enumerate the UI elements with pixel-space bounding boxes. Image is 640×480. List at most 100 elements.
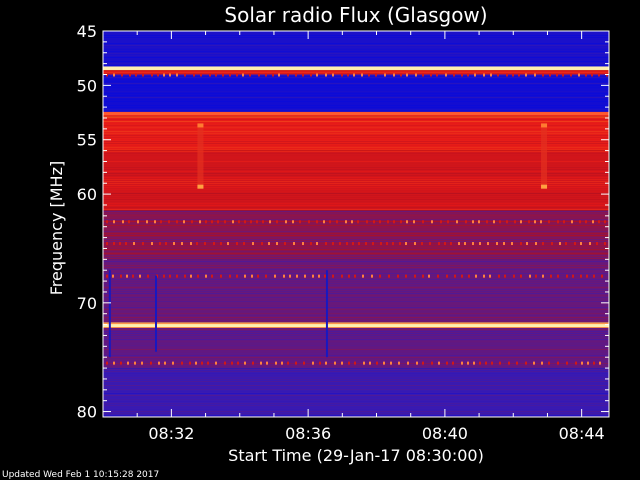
texture-row [103, 403, 609, 404]
texture-row [103, 77, 609, 78]
texture-row [103, 179, 609, 180]
texture-row [103, 197, 609, 198]
speckle [341, 73, 343, 77]
speckle [141, 361, 143, 365]
speckle [599, 361, 601, 365]
speckle [257, 274, 259, 278]
texture-row [103, 101, 609, 102]
speckle [296, 274, 298, 278]
speckle [237, 361, 239, 365]
speckle [147, 274, 149, 278]
texture-row [103, 301, 609, 302]
texture-row [103, 61, 609, 62]
speckle [292, 220, 294, 224]
speckle [579, 220, 581, 224]
speckle [119, 242, 121, 246]
texture-row [103, 217, 609, 218]
speckle [265, 274, 267, 278]
speckle [397, 274, 399, 278]
speckle [302, 242, 304, 246]
speckle [256, 220, 258, 224]
speckle [196, 242, 198, 246]
speckle [598, 220, 600, 224]
texture-row [103, 145, 609, 146]
speckle [325, 73, 327, 77]
speckle [137, 220, 139, 224]
texture-row [103, 219, 609, 220]
speckle [299, 220, 301, 224]
texture-row [103, 207, 609, 208]
texture-row [103, 413, 609, 414]
speckle [414, 242, 416, 246]
speckle [274, 274, 276, 278]
event-stripe [541, 123, 548, 189]
speckle [283, 274, 285, 278]
texture-row [103, 151, 609, 152]
texture-row [103, 183, 609, 184]
texture-row [103, 323, 609, 324]
speckle [357, 220, 359, 224]
texture-row [103, 79, 609, 80]
texture-row [103, 411, 609, 412]
speckle [113, 361, 115, 365]
texture-row [103, 231, 609, 232]
speckle [386, 242, 388, 246]
speckle [127, 361, 129, 365]
speckle [453, 73, 455, 77]
texture-row [103, 131, 609, 132]
speckle [164, 361, 166, 365]
spectrogram-plot-area [102, 30, 610, 418]
texture-row [103, 63, 609, 64]
speckle [229, 73, 231, 77]
speckle [353, 73, 355, 77]
speckle [406, 220, 408, 224]
texture-row [103, 123, 609, 124]
speckle [163, 73, 165, 77]
speckle [548, 361, 550, 365]
bright-line [103, 112, 609, 116]
texture-row [103, 195, 609, 196]
speckle [325, 242, 327, 246]
speckle [324, 274, 326, 278]
frequency-band [103, 31, 609, 67]
texture-row [103, 93, 609, 94]
texture-row [103, 369, 609, 370]
texture-row [103, 331, 609, 332]
speckle [585, 220, 587, 224]
plot-frame [102, 30, 610, 418]
speckle [106, 361, 108, 365]
speckle [557, 220, 559, 224]
texture-row [103, 141, 609, 142]
speckle [387, 220, 389, 224]
speckle [379, 274, 381, 278]
texture-row [103, 75, 609, 76]
texture-row [103, 297, 609, 298]
event-marker [541, 184, 548, 189]
texture-row [103, 205, 609, 206]
y-tick-label: 70 [77, 294, 97, 313]
texture-row [103, 209, 609, 210]
speckle [581, 361, 583, 365]
speckle [392, 242, 394, 246]
speckle [393, 220, 395, 224]
speckle [146, 220, 148, 224]
texture-row [103, 53, 609, 54]
speckle [224, 220, 226, 224]
speckle [520, 274, 522, 278]
texture-row [103, 351, 609, 352]
speckle [514, 220, 516, 224]
texture-row [103, 95, 609, 96]
texture-row [103, 135, 609, 136]
texture-row [103, 33, 609, 34]
speckle [365, 242, 367, 246]
speckle [295, 73, 297, 77]
speckle [269, 220, 271, 224]
speckle [139, 274, 141, 278]
texture-row [103, 227, 609, 228]
texture-row [103, 237, 609, 238]
speckle [422, 220, 424, 224]
speckle [125, 242, 127, 246]
speckle [220, 242, 222, 246]
texture-row [103, 371, 609, 372]
texture-row [103, 359, 609, 360]
